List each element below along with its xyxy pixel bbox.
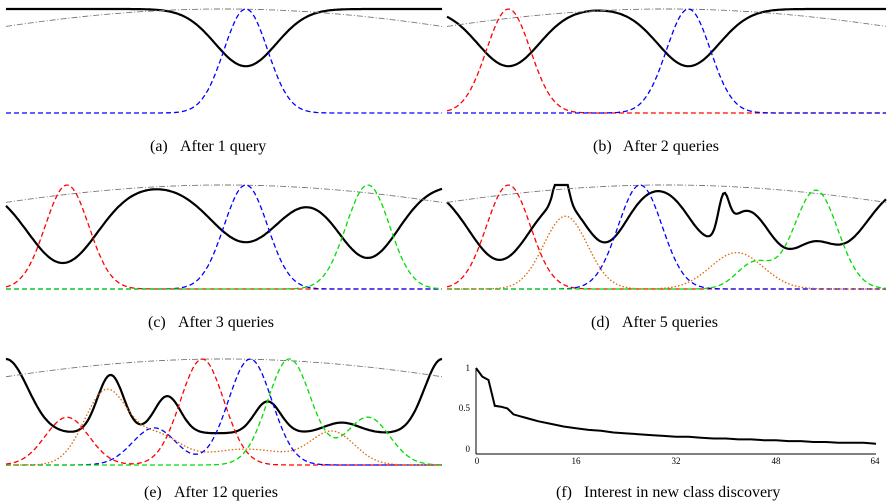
panel-c-series-2: [5, 184, 443, 203]
panel-c-plot: [5, 184, 443, 290]
panel-c-series-3: [5, 184, 442, 290]
panel-d-plot: [446, 183, 887, 290]
panel-b: (b) After 2 queries: [446, 7, 887, 155]
panel-a-label: (a): [150, 138, 168, 155]
panel-a: (a) After 1 query: [5, 7, 443, 155]
panel-f-ytick-1: 1: [466, 363, 471, 373]
panel-c-series-4: [6, 184, 442, 290]
panel-f-xtick-64: 64: [871, 456, 881, 466]
panel-f-ytick-0-5: 0.5: [459, 403, 471, 413]
panel-e-label: (e): [144, 484, 162, 501]
panel-b-series-1: [446, 7, 886, 68]
panel-c-series-1: [5, 187, 443, 265]
panel-e-caption: After 12 queries: [174, 484, 278, 501]
panel-d-series-2: [446, 184, 887, 203]
panel-f-interest-line: [475, 367, 877, 445]
panel-f-label: (f): [556, 484, 572, 501]
panel-d-label: (d): [591, 314, 610, 331]
panel-b-series-3: [446, 8, 886, 114]
panel-c: (c) After 3 queries: [5, 184, 443, 331]
panel-f-xtick-0: 0: [475, 456, 480, 466]
panel-c-series-5: [6, 184, 443, 290]
panel-b-series-4: [447, 8, 886, 114]
panel-d-series-5: [447, 189, 887, 290]
panel-d-caption: After 5 queries: [622, 314, 718, 331]
panel-b-plot: [446, 7, 887, 114]
panel-c-label: (c): [148, 314, 166, 331]
panel-a-series-1: [6, 7, 442, 68]
panel-f-xtick-48: 48: [772, 456, 782, 466]
panel-e-plot: [5, 357, 443, 466]
panel-a-series-2: [5, 8, 443, 27]
panel-a-caption: After 1 query: [180, 138, 266, 155]
panel-e-series-1: [5, 357, 443, 435]
panel-e-series-4: [6, 358, 442, 466]
panel-f-caption: Interest in new class discovery: [584, 484, 780, 501]
panel-c-caption: After 3 queries: [178, 314, 274, 331]
panel-d-series-6: [447, 215, 886, 290]
panel-b-caption: After 2 queries: [623, 138, 719, 155]
panel-e-series-5: [6, 358, 443, 466]
panel-e-series-2: [5, 358, 443, 378]
panel-a-series-3: [6, 8, 442, 114]
panel-e-series-6: [6, 388, 442, 466]
panel-a-plot: [5, 7, 443, 114]
panel-b-series-2: [446, 8, 887, 27]
panel-d-series-1: [446, 183, 887, 262]
panel-f-xtick-32: 32: [672, 456, 681, 466]
panel-d: (d) After 5 queries: [446, 183, 887, 331]
panel-f-xtick-16: 16: [572, 456, 582, 466]
panel-e: (e) After 12 queries: [5, 357, 443, 501]
panel-f-plot: 1 0.5 0 0 16 32 48 64: [459, 363, 880, 466]
panel-d-series-4: [447, 184, 886, 290]
panel-f-ytick-0: 0: [466, 444, 471, 454]
panel-b-label: (b): [593, 138, 612, 155]
panel-f: 1 0.5 0 0 16 32 48 64 (f) Interest in ne…: [459, 363, 880, 501]
